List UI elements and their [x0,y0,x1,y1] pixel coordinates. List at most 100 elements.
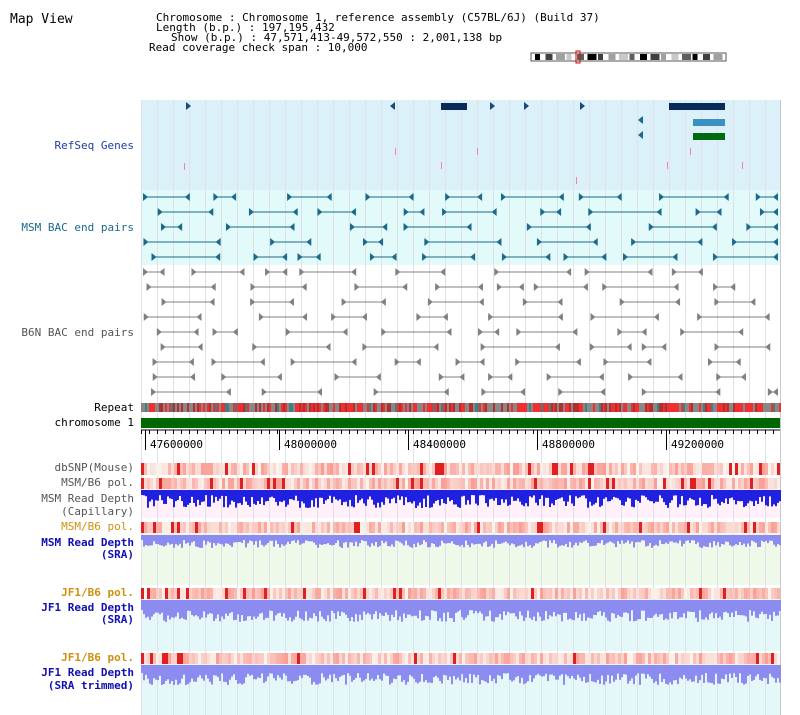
msm-depth-sra-bar [293,535,295,541]
msm-b6-pol-1-cell [231,478,234,489]
chromosome-ideogram[interactable] [530,50,727,64]
msm-b6-pol-1-cell [201,478,204,489]
msm-b6-pol-1-cell [654,478,657,489]
msm-b6-pol-2-cell [408,522,411,533]
msm-b6-pol-2-cell [624,522,627,533]
heatmap-tracks[interactable] [141,463,780,664]
ideogram-band [545,54,553,60]
msm-b6-pol-1-cell [321,478,324,489]
jf1-b6-pol-2-cell [633,653,636,664]
repeat-cell [245,403,247,412]
msm-depth-sra-bar [167,535,169,543]
repeat-cell [165,403,167,412]
jf1-depth-trimmed-bar [653,665,655,683]
msm-bac-end [466,223,472,231]
msm-depth-sra-bar [647,535,649,546]
repeat-cell [761,403,763,412]
jf1-b6-pol-2-cell [552,653,555,664]
msm-b6-pol-1-cell [252,478,255,489]
msm-depth-sra-bar [343,535,345,543]
msm-depth-capillary-bar [453,490,455,505]
jf1-b6-pol-1-cell [609,588,612,599]
jf1-b6-pol-1-cell [204,588,207,599]
msm-depth-sra-bar [679,535,681,541]
b6n-bac-end [225,388,231,396]
jf1-b6-pol-1-cell [666,588,669,599]
msm-bac-end-pairs-track[interactable] [143,193,778,261]
read-depth-tracks[interactable] [141,490,781,685]
dbsnp-cell [267,463,270,475]
repeat-cell [745,403,747,412]
refseq-genes-track[interactable] [184,102,743,184]
chromosome-bar[interactable] [141,418,780,428]
ideogram-band [713,54,723,60]
msm-depth-capillary-bar [699,490,701,498]
msm-b6-pol-2-cell [471,522,474,533]
refseq-gene-arrow [580,102,585,110]
msm-depth-sra-bar [653,535,655,546]
repeat-track[interactable] [141,403,781,412]
jf1-depth-trimmed-bar [643,665,645,674]
jf1-depth-sra-bar [323,600,325,619]
jf1-depth-trimmed-bar [337,665,339,681]
dbsnp-cell [414,463,417,475]
jf1-b6-pol-1-cell [471,588,474,599]
jf1-depth-trimmed-bar [467,665,469,684]
msm-b6-pol-2-cell [297,522,300,533]
msm-depth-capillary-bar [591,490,593,506]
jf1-depth-trimmed-bar [627,665,629,684]
msm-depth-capillary-bar [719,490,721,506]
msm-b6-pol-1-cell [585,478,588,489]
msm-b6-pol-1-cell [354,478,357,489]
jf1-depth-sra-bar [307,600,309,621]
jf1-depth-trimmed-bar [765,665,767,679]
msm-b6-pol-1-cell [777,478,780,489]
jf1-depth-sra-bar [509,600,511,614]
jf1-depth-sra-bar [265,600,267,618]
jf1-b6-pol-2-cell [540,653,543,664]
msm-b6-pol-1-cell [747,478,750,489]
msm-depth-sra-bar [287,535,289,542]
msm-depth-sra-bar [161,535,163,546]
jf1-depth-trimmed-bar [527,665,529,682]
msm-depth-sra-bar [659,535,661,541]
msm-b6-pol-2-cell [426,522,429,533]
dbsnp-cell [243,463,246,475]
refseq-gene-block [669,103,725,110]
msm-depth-sra-bar [551,535,553,544]
msm-depth-capillary-bar [147,490,149,508]
msm-bac-end [157,208,163,216]
jf1-b6-pol-1-cell [270,588,273,599]
repeat-cell [517,403,519,412]
msm-depth-capillary-bar [777,490,779,503]
b6n-bac-end [288,298,294,306]
jf1-depth-sra-bar [755,600,757,618]
b6n-bac-end-pairs-track[interactable] [143,268,778,396]
repeat-cell [171,403,173,412]
msm-depth-capillary-bar [331,490,333,503]
msm-bac-end [746,223,752,231]
msm-b6-pol-2-cell [672,522,675,533]
jf1-b6-pol-2-cell [240,653,243,664]
jf1-depth-sra-bar [191,600,193,615]
b6n-bac-end [361,313,367,321]
jf1-b6-pol-1-cell [282,588,285,599]
repeat-cell [241,403,243,412]
msm-depth-capillary-bar [171,490,173,500]
msm-b6-pol-1-cell [633,478,636,489]
msm-depth-sra-bar [643,535,645,541]
msm-b6-pol-2-cell [147,522,150,533]
b6n-bac-end [677,373,683,381]
jf1-depth-trimmed-bar [739,665,741,674]
jf1-depth-trimmed-bar [619,665,621,680]
jf1-b6-pol-2-cell [192,653,195,664]
dbsnp-cell [744,463,747,475]
msm-b6-pol-2-cell [339,522,342,533]
jf1-b6-pol-1-cell [417,588,420,599]
repeat-cell [585,403,587,412]
repeat-cell [169,403,171,412]
jf1-depth-sra-bar [559,600,561,615]
repeat-cell [649,403,651,412]
msm-bac-end [491,208,497,216]
